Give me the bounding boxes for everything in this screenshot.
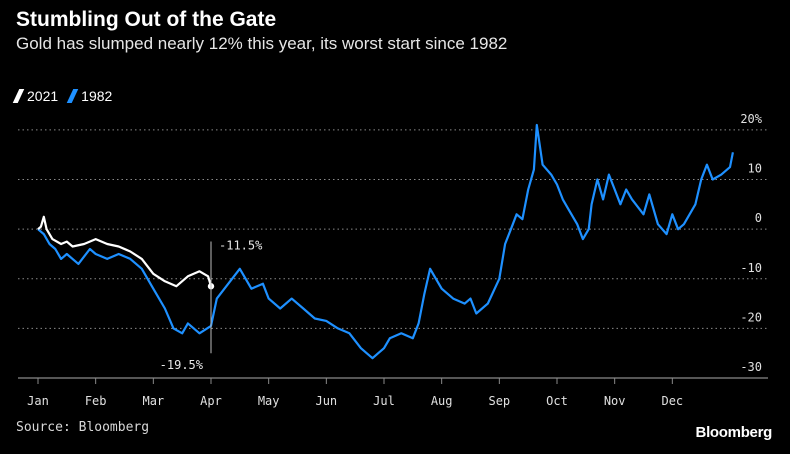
x-tick-label: Jan (27, 394, 49, 408)
y-tick-label: 0 (755, 211, 762, 225)
x-tick-label: Sep (488, 394, 510, 408)
chart-title: Stumbling Out of the Gate (16, 8, 277, 31)
x-tick-label: May (258, 394, 280, 408)
brand-logo: Bloomberg (695, 424, 773, 441)
source-note: Source: Bloomberg (16, 420, 150, 435)
x-axis-tick-labels: Jan Feb Mar Apr May Jun Jul Aug Sep Oct Nov Dec (27, 378, 683, 408)
x-tick-label: Dec (661, 394, 683, 408)
grid-lines (18, 129, 768, 379)
x-tick-label: Apr (200, 394, 222, 408)
chart-subtitle: Gold has slumped nearly 12% this year, i… (16, 34, 508, 53)
annotation-label-2021: -11.5% (219, 239, 263, 253)
y-tick-label: -30 (740, 360, 762, 374)
y-tick-label: -10 (740, 261, 762, 275)
series-line-1982 (37, 123, 734, 360)
series-line-2021 (37, 215, 213, 288)
y-axis-tick-labels: 20% 10 0 -10 -20 -30 (740, 112, 762, 374)
legend-item-1982: 1982 (66, 88, 113, 104)
x-tick-label: Jul (373, 394, 395, 408)
y-tick-label: -20 (740, 310, 762, 324)
x-tick-label: Feb (85, 394, 107, 408)
legend-item-2021: 2021 (12, 88, 59, 104)
y-tick-label: 20% (740, 112, 762, 126)
annotations: -11.5% -19.5% (160, 239, 263, 373)
annotation-label-1982: -19.5% (160, 358, 204, 372)
x-tick-label: Mar (142, 394, 164, 408)
x-tick-label: Nov (604, 394, 626, 408)
x-tick-label: Aug (431, 394, 453, 408)
legend-label-1982: 1982 (81, 88, 113, 104)
x-tick-label: Oct (546, 394, 568, 408)
legend: 2021 1982 (12, 88, 113, 104)
x-tick-label: Jun (315, 394, 337, 408)
y-tick-label: 10 (748, 162, 762, 176)
legend-label-2021: 2021 (27, 88, 59, 104)
series-lines (37, 123, 734, 360)
